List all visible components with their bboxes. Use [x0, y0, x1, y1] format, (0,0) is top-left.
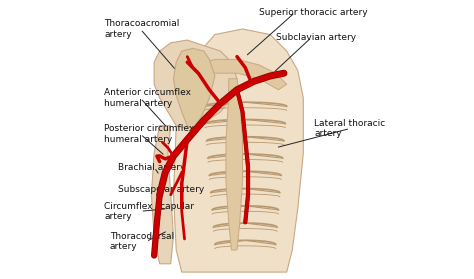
Text: Circumflex scapular
artery: Circumflex scapular artery [104, 202, 194, 221]
Polygon shape [154, 40, 237, 128]
Polygon shape [226, 79, 243, 250]
Polygon shape [173, 29, 303, 272]
Polygon shape [173, 48, 215, 128]
Text: Thoracodorsal
artery: Thoracodorsal artery [110, 232, 174, 251]
Polygon shape [151, 126, 173, 264]
Text: Posterior circumflex
humeral artery: Posterior circumflex humeral artery [104, 124, 195, 144]
Polygon shape [182, 59, 287, 90]
Text: Lateral thoracic
artery: Lateral thoracic artery [314, 119, 385, 138]
Text: Thoracoacromial
artery: Thoracoacromial artery [104, 19, 180, 39]
Text: Superior thoracic artery: Superior thoracic artery [259, 8, 368, 17]
Text: Anterior circumflex
humeral artery: Anterior circumflex humeral artery [104, 88, 191, 108]
Text: Subclavian artery: Subclavian artery [276, 33, 356, 42]
Text: Subscapular artery: Subscapular artery [118, 185, 204, 194]
Text: Brachial artery: Brachial artery [118, 163, 186, 172]
